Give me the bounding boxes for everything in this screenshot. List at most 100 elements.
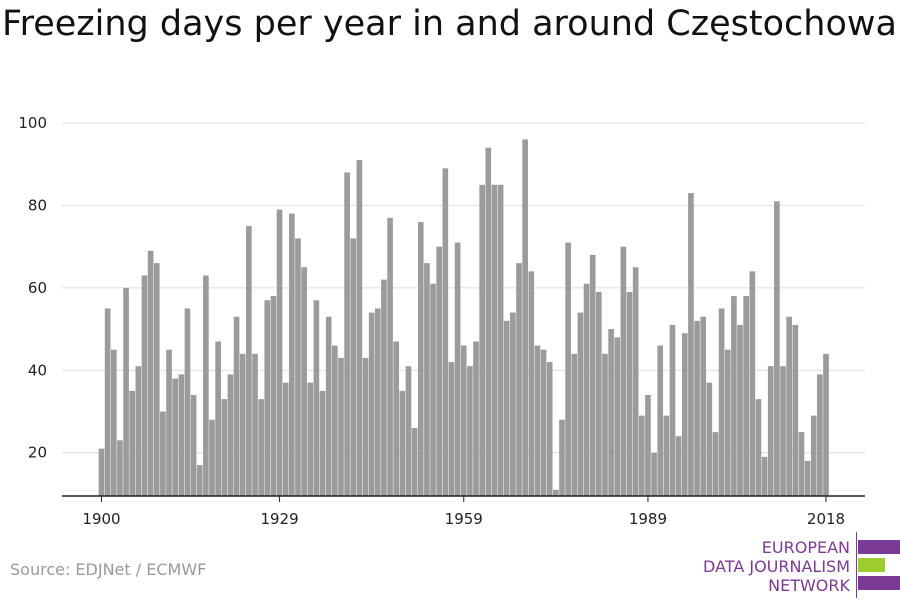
bar-1914 xyxy=(184,308,191,496)
source-note: Source: EDJNet / ECMWF xyxy=(10,560,207,579)
bar-1958 xyxy=(454,242,461,496)
bars xyxy=(98,139,829,497)
bar-1911 xyxy=(166,349,172,496)
x-tick-label-1929: 1929 xyxy=(260,510,298,528)
bar-1920 xyxy=(221,399,228,496)
bar-1993 xyxy=(669,324,676,496)
y-tick-label-100: 100 xyxy=(18,114,47,132)
bar-1960 xyxy=(467,366,473,496)
bar-2003 xyxy=(731,296,737,496)
bar-1965 xyxy=(497,184,504,496)
bar-1913 xyxy=(178,374,185,496)
bar-2014 xyxy=(798,432,805,496)
bar-1926 xyxy=(258,399,264,496)
bar-1950 xyxy=(405,366,412,496)
bar-2002 xyxy=(724,349,731,496)
y-tick-label-40: 40 xyxy=(28,361,47,379)
y-tick-label-20: 20 xyxy=(28,444,47,462)
logo-text-european: EUROPEAN xyxy=(761,538,850,557)
bar-1987 xyxy=(632,267,639,496)
bar-1945 xyxy=(374,308,381,496)
bar-1956 xyxy=(442,168,449,496)
bar-1917 xyxy=(203,275,209,496)
bar-1912 xyxy=(172,378,179,496)
bar-1988 xyxy=(638,415,645,496)
bar-2004 xyxy=(737,324,743,496)
bar-1923 xyxy=(239,353,246,496)
bar-1991 xyxy=(657,345,664,496)
bar-1952 xyxy=(417,221,424,497)
bar-1996 xyxy=(688,193,694,497)
bar-1929 xyxy=(276,209,283,496)
bar-1975 xyxy=(559,419,565,496)
logo-bar-middle xyxy=(858,558,885,572)
y-tick-label-80: 80 xyxy=(28,196,47,214)
logo-divider xyxy=(856,532,857,598)
logo-text-data-journalism: DATA JOURNALISM xyxy=(703,557,850,576)
bar-1992 xyxy=(663,415,670,496)
bar-1955 xyxy=(436,246,443,496)
bar-2018 xyxy=(823,353,829,496)
logo-bar-top xyxy=(858,540,900,554)
bar-1970 xyxy=(528,271,535,496)
logo-bar-bottom xyxy=(858,576,900,590)
bar-1972 xyxy=(540,349,547,496)
bar-1907 xyxy=(141,275,148,496)
bar-1925 xyxy=(252,353,258,496)
bar-1948 xyxy=(393,341,400,496)
bar-1997 xyxy=(694,320,700,496)
bar-1982 xyxy=(602,353,608,496)
bar-1983 xyxy=(608,329,614,496)
bar-1922 xyxy=(233,316,240,496)
bar-1938 xyxy=(331,345,338,496)
bar-1974 xyxy=(553,489,559,496)
bar-2010 xyxy=(774,201,780,496)
bar-1978 xyxy=(577,312,584,496)
bar-1989 xyxy=(645,395,651,496)
bar-1924 xyxy=(246,226,252,496)
bar-1928 xyxy=(270,296,277,496)
bar-1915 xyxy=(190,395,197,496)
edjnet-logo: EUROPEAN DATA JOURNALISM NETWORK xyxy=(700,532,900,598)
bar-1918 xyxy=(209,419,215,496)
bar-2006 xyxy=(749,271,756,496)
bar-1951 xyxy=(411,427,418,496)
bar-1902 xyxy=(110,349,117,496)
x-tick-label-1959: 1959 xyxy=(445,510,483,528)
bar-1954 xyxy=(430,283,436,496)
bar-1994 xyxy=(675,436,682,496)
x-tick-label-1989: 1989 xyxy=(629,510,667,528)
bar-1909 xyxy=(153,263,160,496)
bar-1927 xyxy=(264,300,271,496)
bar-1904 xyxy=(123,287,129,496)
page-title: Freezing days per year in and around Czę… xyxy=(2,4,897,44)
bar-1999 xyxy=(706,382,713,496)
bar-1980 xyxy=(589,254,596,496)
bar-1947 xyxy=(387,217,393,496)
bar-2000 xyxy=(712,432,719,496)
bar-2013 xyxy=(792,324,799,496)
bar-2011 xyxy=(780,366,786,496)
bar-1963 xyxy=(485,147,492,496)
bar-1962 xyxy=(479,184,485,496)
bar-1979 xyxy=(583,283,590,496)
bar-1930 xyxy=(282,382,289,496)
axes: 20 40 60 80 100 1900 1929 1959 1989 2018 xyxy=(18,114,865,528)
bar-1969 xyxy=(522,139,528,496)
bar-1966 xyxy=(503,320,510,496)
bar-1921 xyxy=(227,374,234,496)
bar-1981 xyxy=(596,291,602,496)
x-tick-label-2018: 2018 xyxy=(807,510,845,528)
bar-2009 xyxy=(767,366,774,496)
bar-1941 xyxy=(350,238,357,496)
bar-1937 xyxy=(325,316,332,496)
bar-1905 xyxy=(129,390,136,496)
bar-1919 xyxy=(215,341,221,496)
bar-1946 xyxy=(381,279,387,496)
bar-2008 xyxy=(761,456,768,496)
bar-1932 xyxy=(295,238,301,496)
bar-1943 xyxy=(362,357,369,496)
bar-1908 xyxy=(147,250,154,496)
bar-1942 xyxy=(356,160,363,496)
